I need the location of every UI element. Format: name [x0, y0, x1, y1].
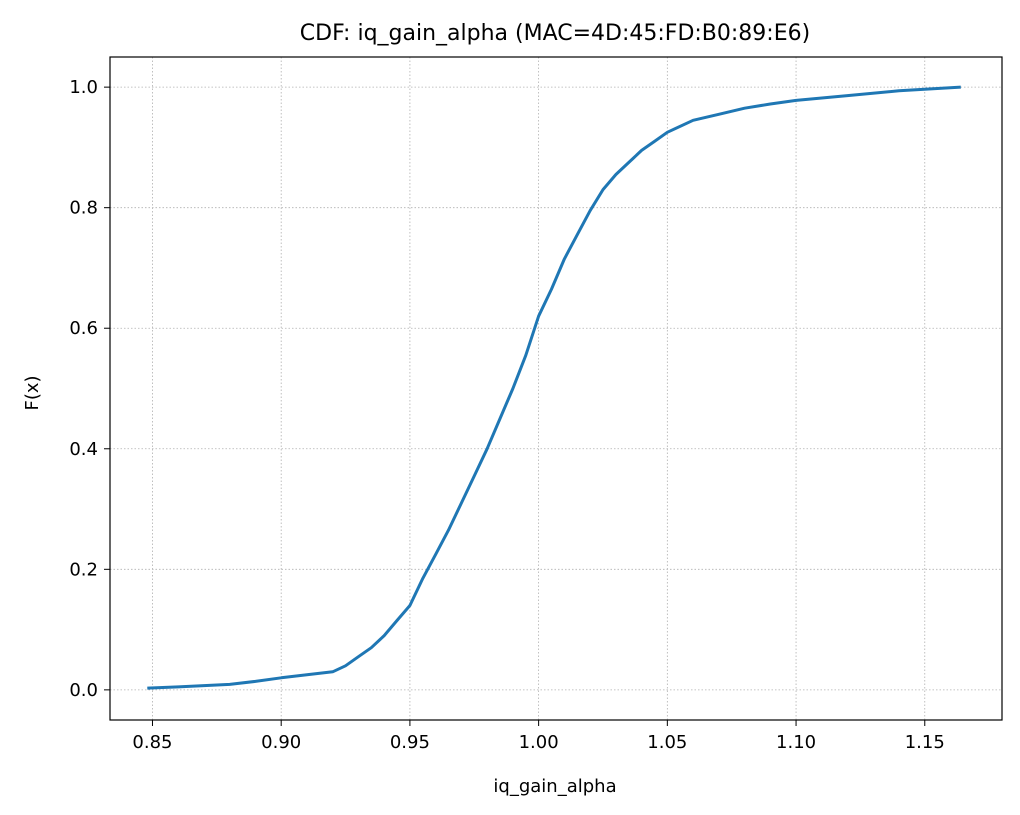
x-tick-label: 0.85	[132, 732, 172, 753]
y-tick-label: 0.4	[69, 439, 98, 460]
y-tick-label: 0.2	[69, 559, 98, 580]
series-layer	[147, 85, 961, 690]
y-tick-label: 0.8	[69, 198, 98, 219]
y-axis-label: F(x)	[22, 375, 43, 410]
y-tick-label: 0.0	[69, 680, 98, 701]
x-axis-label: iq_gain_alpha	[493, 776, 616, 797]
y-axis: 0.0 0.2 0.4 0.6 0.8 1.0	[69, 77, 110, 701]
x-tick-label: 1.10	[776, 732, 816, 753]
grid	[110, 57, 1002, 720]
x-tick-label: 0.90	[261, 732, 301, 753]
chart-title: CDF: iq_gain_alpha (MAC=4D:45:FD:B0:89:E…	[300, 21, 810, 46]
x-axis: 0.85 0.90 0.95 1.00 1.05 1.10 1.15	[132, 720, 945, 753]
x-tick-label: 1.00	[519, 732, 559, 753]
x-tick-label: 0.95	[390, 732, 430, 753]
y-tick-label: 0.6	[69, 318, 98, 339]
x-tick-label: 1.05	[647, 732, 687, 753]
plot-frame	[109, 56, 1003, 721]
cdf-line	[147, 85, 961, 690]
y-tick-label: 1.0	[69, 77, 98, 98]
x-tick-label: 1.15	[905, 732, 945, 753]
